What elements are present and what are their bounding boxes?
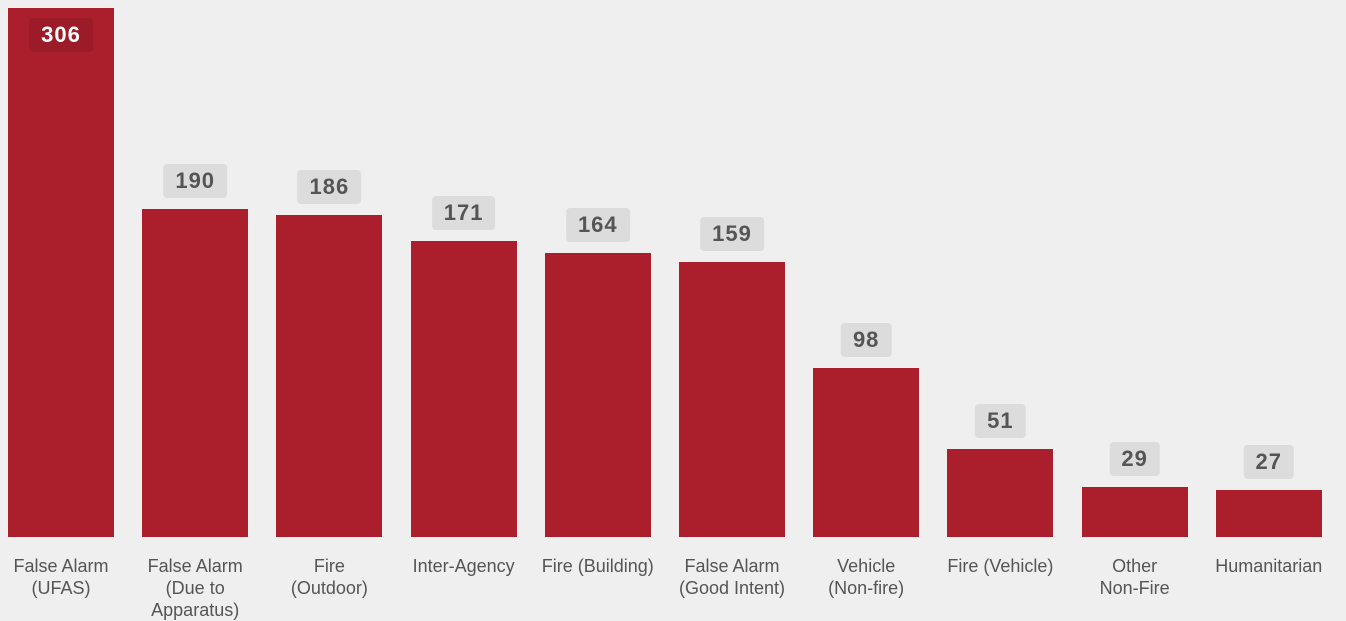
bar <box>410 241 517 537</box>
value-label: 186 <box>297 170 362 205</box>
value-label: 27 <box>1243 445 1295 480</box>
x-tick-label: Other Non-Fire <box>1099 556 1170 598</box>
value-label: 306 <box>29 18 93 52</box>
x-tick-label: Humanitarian <box>1215 556 1323 576</box>
bar <box>679 262 785 537</box>
x-tick-label: Inter-Agency <box>412 556 515 576</box>
bar <box>544 253 651 537</box>
x-tick-label: False Alarm (Good Intent) <box>678 556 786 598</box>
value-label: 159 <box>700 217 764 252</box>
bar <box>1215 490 1322 537</box>
value-label: 29 <box>1109 441 1160 476</box>
bar <box>276 215 383 537</box>
x-tick-label: False Alarm (Due to Apparatus) <box>147 556 243 620</box>
bar <box>142 208 249 537</box>
x-tick-label: Fire (Building) <box>541 556 654 576</box>
value-label: 190 <box>163 163 228 198</box>
x-tick-label: Fire (Outdoor) <box>290 556 368 598</box>
bar <box>1081 486 1188 537</box>
value-label: 98 <box>840 322 892 357</box>
value-label: 171 <box>431 196 496 231</box>
x-tick-label: Fire (Vehicle) <box>947 556 1054 576</box>
x-tick-label: Vehicle (Non-fire) <box>828 556 905 598</box>
value-label: 164 <box>565 208 630 243</box>
bar <box>8 8 114 537</box>
bar <box>947 448 1054 537</box>
value-label: 51 <box>975 403 1026 438</box>
bar <box>813 367 920 537</box>
x-tick-label: False Alarm (UFAS) <box>13 556 109 598</box>
